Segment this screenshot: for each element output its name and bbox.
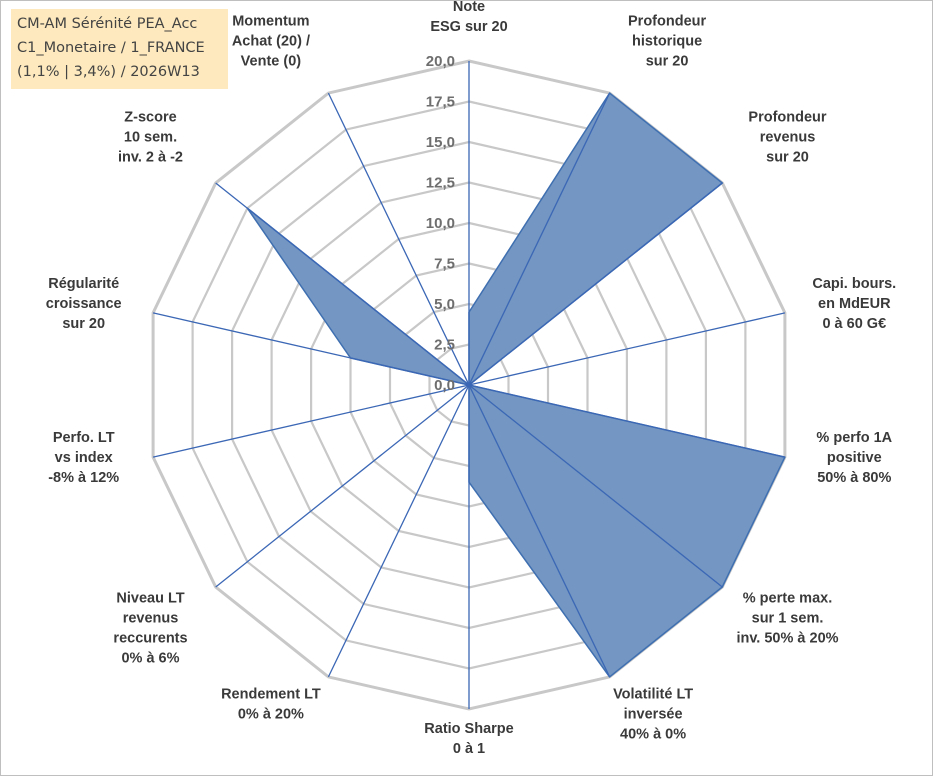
axis-label-line: revenus (123, 611, 179, 627)
axis-label-line: sur 1 sem. (752, 611, 824, 627)
axis-spoke (152, 384, 470, 458)
axis-label-line: Z-score (124, 109, 176, 125)
axis-label-line: reccurents (113, 631, 187, 647)
axis-label-line: 0% à 6% (121, 651, 179, 667)
tick-label: 10,0 (426, 215, 455, 232)
axis-label: % perte max. sur 1 sem. inv. 50% à 20% (736, 591, 838, 647)
fund-name: CM-AM Sérénité PEA_Acc (17, 16, 198, 32)
tick-label: 12,5 (426, 175, 455, 192)
axis-label-line: -8% à 12% (48, 470, 119, 486)
axis-label-line: 50% à 80% (817, 470, 891, 486)
tick-label: 7,5 (434, 256, 455, 273)
axis-spoke (215, 384, 470, 588)
axis-label: % perfo 1A positive 50% à 80% (816, 430, 892, 486)
axis-label-line: ESG sur 20 (430, 19, 507, 35)
axis-label-line: sur 20 (646, 53, 689, 69)
fund-category: C1_Monetaire / 1_FRANCE (17, 40, 205, 56)
axis-label-line: 0 à 60 G€ (822, 316, 886, 332)
axis-label: Régularité croissance sur 20 (46, 276, 122, 332)
axis-label: Z-score 10 sem. inv. 2 à -2 (118, 109, 183, 165)
axis-label-line: Capi. bours. (812, 276, 896, 292)
axis-label: Capi. bours. en MdEUR 0 à 60 G€ (812, 276, 896, 332)
axis-label-line: Ratio Sharpe (424, 721, 513, 737)
axis-spoke (327, 384, 470, 678)
axis-label-line: sur 20 (62, 316, 105, 332)
axis-spoke (468, 384, 723, 588)
axis-label-line: sur 20 (766, 149, 809, 165)
axis-spoke (468, 182, 723, 386)
axis-label-line: inv. 50% à 20% (736, 631, 838, 647)
axis-label-line: Note (453, 1, 485, 15)
axis-spoke (215, 182, 470, 386)
axis-spoke (468, 92, 611, 386)
tick-label: 15,0 (426, 134, 455, 151)
axis-spoke (468, 312, 786, 386)
axis-label: Note ESG sur 20 (430, 1, 507, 35)
axis-label-line: Rendement LT (221, 687, 321, 703)
axis-label-line: en MdEUR (818, 296, 891, 312)
axis-label-line: inv. 2 à -2 (118, 149, 183, 165)
tick-label: 0,0 (434, 377, 455, 394)
fund-stats: (1,1% | 3,4%) / 2026W13 (17, 64, 200, 80)
axis-label: Volatilité LT inversée 40% à 0% (613, 687, 693, 743)
axis-label-line: Achat (20) / (232, 33, 310, 49)
axis-label-line: vs index (55, 450, 113, 466)
fund-info-box: CM-AM Sérénité PEA_Acc C1_Monetaire / 1_… (11, 9, 228, 89)
tick-label: 17,5 (426, 94, 455, 111)
axis-label: Profondeur historique sur 20 (628, 13, 706, 69)
axis-label-line: 0 à 1 (453, 741, 485, 757)
axis-label-line: Vente (0) (241, 53, 302, 69)
tick-label: 20,0 (426, 53, 455, 70)
axis-label-line: Volatilité LT (613, 687, 693, 703)
axis-spoke (468, 384, 611, 678)
axis-label: Ratio Sharpe 0 à 1 (424, 721, 513, 757)
axis-label-line: 0% à 20% (238, 707, 304, 723)
data-area (246, 92, 786, 678)
axis-label-line: Momentum (232, 13, 309, 29)
axis-label-line: Régularité (48, 276, 119, 292)
axis-label: Niveau LT revenus reccurents 0% à 6% (113, 591, 187, 667)
tick-label: 5,0 (434, 296, 455, 313)
axis-label-line: positive (827, 450, 882, 466)
axis-label-line: Profondeur (628, 13, 706, 29)
axis-spoke (468, 384, 786, 458)
axis-label: Rendement LT 0% à 20% (221, 687, 321, 723)
axis-label-line: Niveau LT (116, 591, 184, 607)
axis-label-line: inversée (624, 707, 683, 723)
axis-label-line: Profondeur (748, 109, 826, 125)
axis-label-line: revenus (760, 129, 816, 145)
axis-label: Momentum Achat (20) / Vente (0) (232, 13, 310, 69)
axis-spoke (327, 92, 470, 386)
axis-label: Perfo. LT vs index -8% à 12% (48, 430, 119, 486)
axis-label-line: croissance (46, 296, 122, 312)
axis-label-line: % perte max. (743, 591, 832, 607)
axis-label-line: % perfo 1A (816, 430, 892, 446)
axis-spoke (152, 312, 470, 386)
axis-label-line: Perfo. LT (53, 430, 115, 446)
tick-label: 2,5 (434, 337, 455, 354)
axis-label-line: 40% à 0% (620, 727, 686, 743)
axis-label-line: 10 sem. (124, 129, 177, 145)
axis-label: Profondeur revenus sur 20 (748, 109, 826, 165)
axis-label-line: historique (632, 33, 702, 49)
